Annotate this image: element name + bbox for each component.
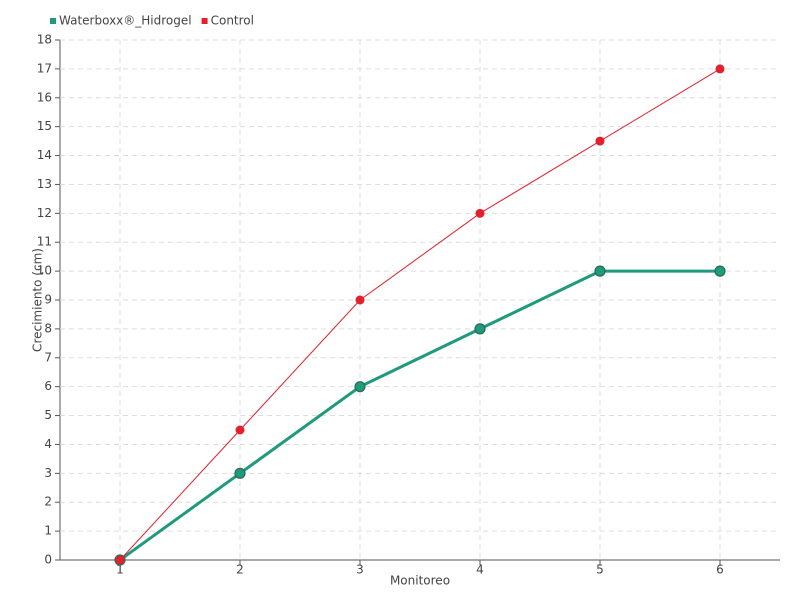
- y-tick-label: 15: [37, 119, 52, 133]
- y-tick-label: 5: [44, 408, 52, 422]
- x-tick-label: 5: [596, 563, 604, 577]
- y-tick-label: 14: [37, 148, 52, 162]
- legend-swatch: [50, 18, 56, 24]
- data-point: [474, 323, 486, 335]
- y-tick-label: 6: [44, 379, 52, 393]
- data-point: [594, 265, 606, 277]
- data-point: [714, 265, 726, 277]
- y-tick-label: 2: [44, 495, 52, 509]
- y-tick-label: 13: [37, 177, 52, 191]
- data-point: [595, 136, 605, 146]
- y-axis-label: Crecimiento (cm): [31, 248, 45, 352]
- y-tick-label: 7: [44, 350, 52, 364]
- y-tick-label: 9: [44, 293, 52, 307]
- y-tick-label: 12: [37, 206, 52, 220]
- x-axis-label: Monitoreo: [390, 574, 450, 588]
- x-tick-label: 1: [116, 563, 124, 577]
- data-point: [234, 467, 246, 479]
- data-point: [715, 64, 725, 74]
- x-tick-label: 6: [716, 563, 724, 577]
- y-tick-label: 10: [37, 264, 52, 278]
- y-tick-label: 0: [44, 553, 52, 567]
- y-tick-label: 11: [37, 235, 52, 249]
- legend-swatch: [201, 18, 208, 24]
- data-point: [355, 295, 365, 305]
- x-tick-label: 2: [236, 563, 244, 577]
- data-point: [354, 381, 366, 393]
- y-tick-label: 3: [44, 466, 52, 480]
- data-point: [475, 208, 485, 218]
- series-line: [119, 68, 721, 561]
- y-tick-label: 4: [44, 437, 52, 451]
- y-tick-label: 1: [44, 524, 52, 538]
- series-line: [119, 269, 720, 562]
- data-point: [115, 555, 125, 565]
- y-tick-label: 17: [37, 61, 52, 75]
- y-tick-label: 8: [44, 321, 52, 335]
- y-tick-label: 16: [37, 90, 52, 104]
- x-tick-label: 3: [356, 563, 364, 577]
- legend-label: Control: [211, 14, 254, 28]
- x-tick-label: 4: [476, 563, 484, 577]
- y-tick-label: 18: [37, 33, 52, 47]
- legend-label: Waterboxx®_Hidrogel: [59, 14, 192, 28]
- data-point: [235, 425, 245, 435]
